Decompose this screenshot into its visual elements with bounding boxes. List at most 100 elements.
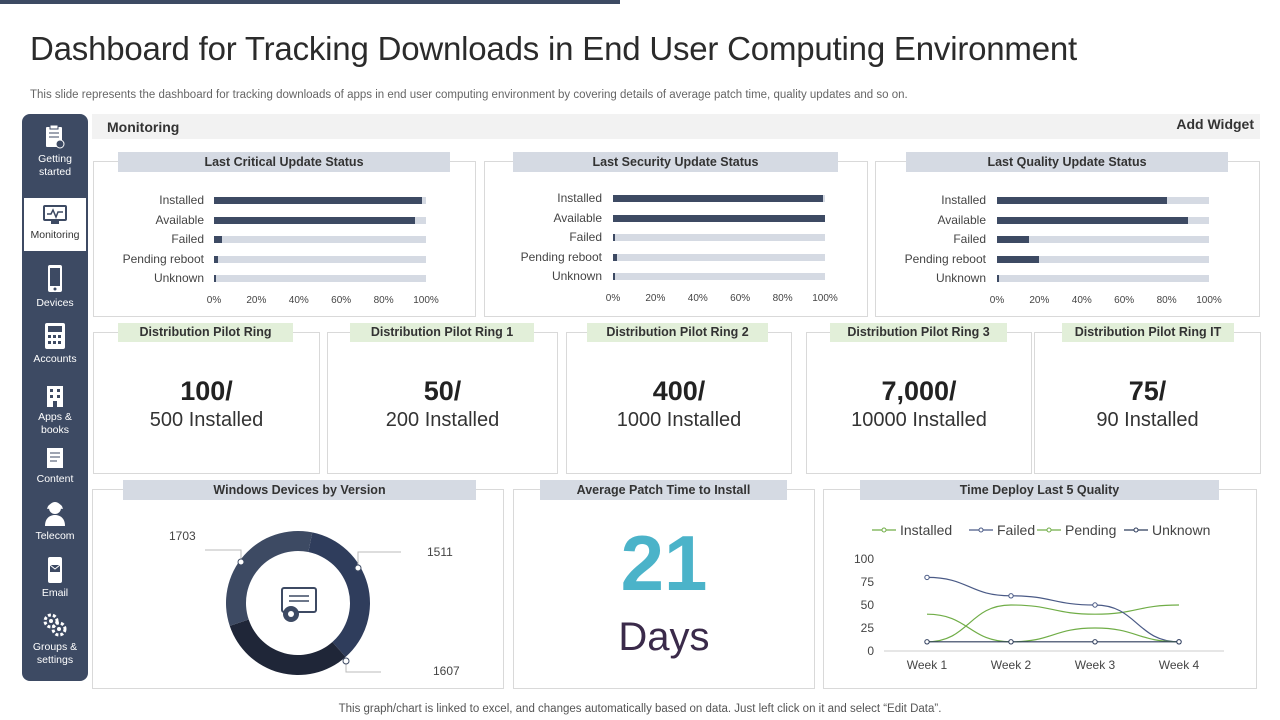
legend-marker-failed: [978, 527, 984, 533]
bar-track: [214, 256, 426, 263]
pilot-ring-title: Distribution Pilot Ring: [118, 323, 293, 342]
patch-time-panel: 21 Days: [513, 489, 815, 689]
series-point-unknown: [1092, 639, 1098, 645]
line-chart: 0 25 50 75 100 Week 1 Week 2 Week 3 Week 4 Instal…: [854, 522, 1224, 672]
sidebar-item-label: Monitoring: [30, 229, 80, 241]
series-line-failed: [926, 576, 1180, 643]
series-point-unknown: [1008, 639, 1014, 645]
pilot-ring-panel: 50/200 Installed: [327, 332, 558, 474]
status-panel-title: Last Quality Update Status: [906, 152, 1228, 172]
y-tick-label: 75: [861, 575, 875, 589]
windows-devices-panel: 1703 1511 1607: [92, 489, 504, 689]
axis-tick: 0%: [989, 295, 1005, 306]
sidebar-item-label: Telecom: [35, 530, 75, 542]
sidebar-item-monitoring[interactable]: Monitoring: [23, 197, 87, 252]
building-icon: [47, 386, 63, 407]
sidebar-item-getting-started[interactable]: Getting started: [22, 124, 88, 179]
bar-label: Pending reboot: [122, 252, 204, 266]
phone-icon: [48, 265, 62, 292]
patch-time-title: Average Patch Time to Install: [540, 480, 787, 500]
deploy-quality-panel: 0 25 50 75 100 Week 1 Week 2 Week 3 Week 4 Instal…: [823, 489, 1257, 689]
x-tick-label: Week 3: [1075, 658, 1116, 672]
bar-track: [997, 275, 1209, 282]
bar-label: Unknown: [153, 271, 204, 285]
x-tick-label: Week 2: [991, 658, 1032, 672]
mobile-mail-icon: [48, 557, 62, 583]
sidebar-item-telecom[interactable]: Telecom: [22, 499, 88, 543]
donut-marker: [237, 558, 245, 566]
ring-installed: 1000 Installed: [616, 409, 742, 431]
pilot-ring-panel: 100/500 Installed: [93, 332, 320, 474]
status-panel-title: Last Critical Update Status: [118, 152, 450, 172]
axis-tick: 80%: [373, 295, 394, 306]
monitoring-header: Monitoring Add Widget: [92, 114, 1260, 139]
sidebar-item-groups-settings[interactable]: Groups & settings: [22, 612, 88, 667]
bar-label: Available: [937, 213, 986, 227]
bar-label: Pending reboot: [520, 250, 602, 264]
axis-tick: 80%: [1156, 295, 1177, 306]
bar-track: [214, 217, 426, 224]
sidebar-item-accounts[interactable]: Accounts: [22, 322, 88, 366]
axis-tick: 0%: [605, 293, 621, 304]
axis-tick: 100%: [1196, 295, 1222, 306]
monitoring-label: Monitoring: [107, 119, 180, 135]
bar-fill: [613, 273, 616, 280]
series-point-unknown: [924, 639, 930, 645]
sidebar-item-devices[interactable]: Devices: [22, 264, 88, 310]
sidebar-item-content[interactable]: Content: [22, 446, 88, 486]
axis-tick: 20%: [1029, 295, 1050, 306]
y-tick-label: 50: [861, 598, 875, 612]
pilot-ring-panel: 7,000/10000 Installed: [806, 332, 1032, 474]
bar-fill: [997, 217, 1188, 224]
legend-label-installed: Installed: [900, 522, 952, 538]
legend-label-pending: Pending: [1065, 522, 1116, 538]
sidebar-item-label: Devices: [36, 297, 74, 309]
bar-fill: [214, 197, 422, 204]
page-title: Dashboard for Tracking Downloads in End …: [30, 30, 1077, 67]
sidebar-item-label: Content: [36, 473, 74, 485]
axis-tick: 100%: [413, 295, 439, 306]
pilot-ring-panel: 75/90 Installed: [1034, 332, 1261, 474]
bar-track: [214, 236, 426, 243]
bar-track: [997, 236, 1209, 243]
y-tick-label: 100: [854, 552, 874, 566]
series-point-failed: [1008, 593, 1014, 599]
gears-icon: [43, 613, 67, 637]
bar-track: [214, 197, 426, 204]
legend-marker-installed: [881, 527, 887, 533]
sidebar-item-label: Email: [41, 587, 69, 599]
pilot-ring-title: Distribution Pilot Ring IT: [1062, 323, 1234, 342]
donut-marker: [354, 564, 362, 572]
sidebar-item-apps-books[interactable]: Apps & books: [22, 384, 88, 437]
deploy-quality-title: Time Deploy Last 5 Quality: [860, 480, 1219, 500]
bar-fill: [613, 234, 616, 241]
donut-label-1511: 1511: [427, 545, 453, 559]
document-icon: [47, 448, 63, 468]
ring-count: 7,000/: [881, 376, 957, 406]
patch-time-unit: Days: [618, 615, 710, 659]
ring-installed: 90 Installed: [1096, 409, 1199, 431]
bar-fill: [214, 275, 217, 282]
pilot-ring-title: Distribution Pilot Ring 3: [830, 323, 1007, 342]
sidebar-item-label: Accounts: [33, 353, 77, 365]
donut-label-1703: 1703: [169, 529, 196, 543]
pilot-ring-title: Distribution Pilot Ring 2: [587, 323, 768, 342]
patch-time-value: 21: [620, 519, 708, 607]
add-widget-button[interactable]: Add Widget: [1176, 116, 1254, 132]
axis-tick: 60%: [730, 293, 751, 304]
legend-label-failed: Failed: [997, 522, 1035, 538]
status-panel-title: Last Security Update Status: [513, 152, 838, 172]
ring-count: 50/: [423, 376, 462, 406]
ring-installed: 200 Installed: [385, 409, 500, 431]
axis-tick: 60%: [1114, 295, 1135, 306]
sidebar-item-email[interactable]: Email: [22, 556, 88, 600]
bar-track: [997, 197, 1209, 204]
pilot-ring-panel: 400/1000 Installed: [566, 332, 792, 474]
axis-tick: 40%: [288, 295, 309, 306]
windows-devices-title: Windows Devices by Version: [123, 480, 476, 500]
axis-tick: 20%: [645, 293, 666, 304]
bar-track: [613, 215, 825, 222]
page-subtitle: This slide represents the dashboard for …: [30, 89, 908, 101]
donut-segment-1703: [308, 532, 370, 658]
bar-label: Pending reboot: [904, 252, 986, 266]
